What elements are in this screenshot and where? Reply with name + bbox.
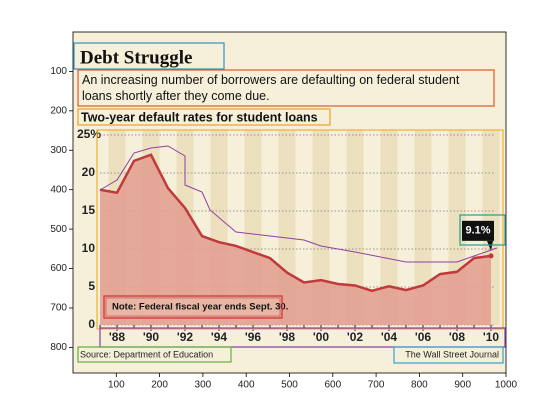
callout-box bbox=[462, 220, 494, 241]
stripe bbox=[380, 130, 398, 325]
y-tick-label: 500 bbox=[50, 224, 67, 235]
y-tick-label: 10 bbox=[82, 241, 96, 255]
line bbox=[99, 153, 492, 293]
x-tick-label: '04 bbox=[381, 330, 398, 344]
x-tick-label: '92 bbox=[177, 330, 194, 344]
annotation-box bbox=[393, 346, 504, 364]
y-tick-label: 200 bbox=[50, 105, 67, 116]
x-tick-label: '06 bbox=[415, 330, 432, 344]
note-box bbox=[105, 297, 281, 317]
x-tick-label: '08 bbox=[449, 330, 466, 344]
y-tick-label: 100 bbox=[50, 66, 67, 77]
x-tick-label: 300 bbox=[195, 380, 212, 391]
x-tick-label: 400 bbox=[238, 380, 255, 391]
x-tick-label: '00 bbox=[313, 330, 330, 344]
chart-label: Two-year default rates for student loans bbox=[81, 110, 318, 124]
y-tick-label: 0 bbox=[88, 317, 95, 331]
x-tick-label: '02 bbox=[347, 330, 364, 344]
x-tick-label: '10 bbox=[483, 330, 500, 344]
callout-point bbox=[488, 253, 494, 259]
y-tick-label: 20 bbox=[82, 165, 96, 179]
x-tick-label: 900 bbox=[454, 380, 471, 391]
y-tick-label: 400 bbox=[50, 184, 67, 195]
annotation-box bbox=[459, 214, 506, 246]
x-tick-label: 800 bbox=[411, 380, 428, 391]
stripe bbox=[414, 130, 432, 325]
callout-pointer bbox=[487, 240, 493, 251]
x-tick-label: 500 bbox=[281, 380, 298, 391]
annotation-box bbox=[77, 108, 331, 126]
source: Source: Department of Education bbox=[80, 349, 213, 359]
y-tick-label: 5 bbox=[88, 279, 95, 293]
y-tick-label: 25% bbox=[77, 127, 101, 141]
x-tick-label: '94 bbox=[211, 330, 228, 344]
x-tick-label: '90 bbox=[143, 330, 160, 344]
annotation-box bbox=[77, 69, 495, 107]
y-tick-label: 300 bbox=[50, 145, 67, 156]
y-tick-label: 600 bbox=[50, 263, 67, 274]
area bbox=[100, 154, 491, 325]
x-tick-label: '98 bbox=[279, 330, 296, 344]
x-tick-label: 200 bbox=[151, 380, 168, 391]
x-tick-label: 600 bbox=[324, 380, 341, 391]
credit: The Wall Street Journal bbox=[405, 349, 499, 359]
stripe bbox=[312, 130, 330, 325]
annotation-box bbox=[77, 346, 232, 363]
callout-label: 9.1% bbox=[465, 225, 490, 237]
x-tick-label: '88 bbox=[109, 330, 126, 344]
annotation-box bbox=[103, 295, 283, 319]
annotation-box bbox=[99, 327, 506, 348]
stripe bbox=[346, 130, 364, 325]
y-tick-label: 15 bbox=[82, 203, 96, 217]
note: Note: Federal fiscal year ends Sept. 30. bbox=[112, 302, 288, 313]
annotation-box bbox=[96, 129, 504, 330]
y-tick-label: 700 bbox=[50, 303, 67, 314]
y-tick-label: 800 bbox=[50, 342, 67, 353]
x-tick-label: 1000 bbox=[495, 380, 518, 391]
annotation-box bbox=[73, 42, 225, 70]
title: Debt Struggle bbox=[80, 47, 192, 68]
annotation-outline bbox=[99, 145, 498, 263]
x-tick-label: '96 bbox=[245, 330, 262, 344]
subtitle: An increasing number of borrowers are de… bbox=[82, 73, 460, 103]
x-tick-label: 100 bbox=[108, 380, 125, 391]
x-tick-label: 700 bbox=[368, 380, 385, 391]
